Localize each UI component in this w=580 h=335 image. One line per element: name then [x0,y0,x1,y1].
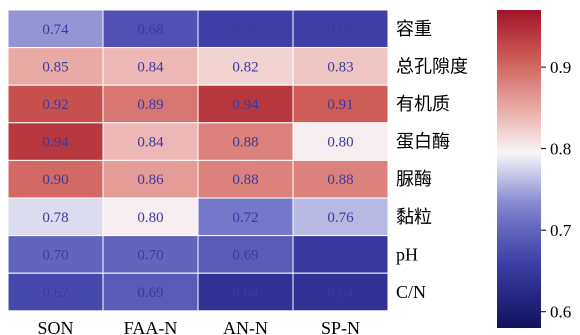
row-label: 总孔隙度 [396,56,468,76]
row-label: 黏粒 [396,207,432,227]
column-label: AN-N [223,318,268,335]
column-label: FAA-N [124,318,178,335]
row-label: C/N [396,282,426,302]
cell-value-label: 0.65 [327,247,353,263]
heatmap-cell [292,159,389,199]
column-label: SON [37,318,73,335]
colorbar-tick-label: 0.7 [550,221,572,240]
cell-value-label: 0.86 [137,172,164,188]
heatmap-cell [197,272,294,312]
heatmap-cell [292,122,389,161]
heatmap-cell [102,84,199,124]
cell-value-label: 0.68 [137,22,163,38]
heatmap-cell [102,159,199,199]
cell-value-label: 0.88 [232,172,258,188]
row-label: 脲酶 [396,169,432,189]
cell-value-label: 0.90 [42,172,68,188]
heatmap-cell [197,197,294,237]
cell-value-label: 0.94 [42,135,69,151]
heatmap-cell [7,159,104,199]
cell-value-label: 0.85 [42,59,68,75]
cell-value-label: 0.69 [137,285,163,301]
heatmap-cell [292,9,389,49]
cell-value-label: 0.91 [327,97,353,113]
row-label: pH [396,244,418,264]
cell-value-label: 0.84 [137,135,164,151]
heatmap-cell [102,122,199,161]
cell-value-label: 0.94 [232,97,259,113]
cell-value-label: 0.80 [327,135,353,151]
heatmap-cell [7,197,104,237]
cell-value-label: 0.67 [42,285,69,301]
heatmap-cell [292,272,389,312]
cell-value-label: 0.88 [327,172,353,188]
cell-value-label: 0.89 [137,97,163,113]
cell-value-label: 0.83 [327,59,353,75]
cell-value-label: 0.66 [232,22,259,38]
cell-value-label: 0.70 [42,247,68,263]
cell-value-label: 0.70 [137,247,163,263]
heatmap-cell [7,235,104,274]
heatmap-cell [292,47,389,86]
cell-value-label: 0.64 [232,285,259,301]
heatmap-cell [102,47,199,86]
colorbar [497,10,541,328]
colorbar-ticks: 0.9 0.8 0.7 0.6 [541,58,572,322]
heatmap-cell [292,84,389,124]
cell-value-label: 0.82 [232,59,258,75]
heatmap-cell [7,9,104,49]
colorbar-tick-label: 0.6 [550,303,571,322]
cell-value-label: 0.80 [137,210,163,226]
heatmap-cell [292,197,389,237]
cell-value-label: 0.64 [327,285,354,301]
colorbar-tick-label: 0.9 [550,58,571,77]
cell-value-label: 0.74 [42,22,69,38]
heatmap-cells: 0.74 0.68 0.66 0.66 0.85 0.84 0.82 0.83 0.92 0.89… [7,9,389,312]
cell-value-label: 0.69 [232,247,258,263]
heatmap-cell [197,9,294,49]
colorbar-tick-label: 0.8 [550,140,571,159]
column-label: SP-N [321,318,360,335]
row-label: 容重 [396,19,432,39]
row-label: 有机质 [396,94,450,114]
cell-value-label: 0.76 [327,210,354,226]
cell-value-label: 0.78 [42,210,68,226]
cell-value-label: 0.72 [232,210,258,226]
cell-value-label: 0.66 [327,22,354,38]
heatmap-cell [197,235,294,274]
cell-value-label: 0.84 [137,59,164,75]
cell-value-label: 0.88 [232,135,258,151]
cell-value-label: 0.92 [42,97,68,113]
column-labels: SON FAA-N AN-N SP-N [37,318,360,335]
heatmap-cell [197,159,294,199]
heatmap-cell [102,9,199,49]
heatmap-cell [102,197,199,237]
heatmap-cell [292,235,389,274]
heatmap-cell [7,272,104,312]
row-label: 蛋白酶 [396,132,450,152]
colorbar-gradient [497,10,541,328]
